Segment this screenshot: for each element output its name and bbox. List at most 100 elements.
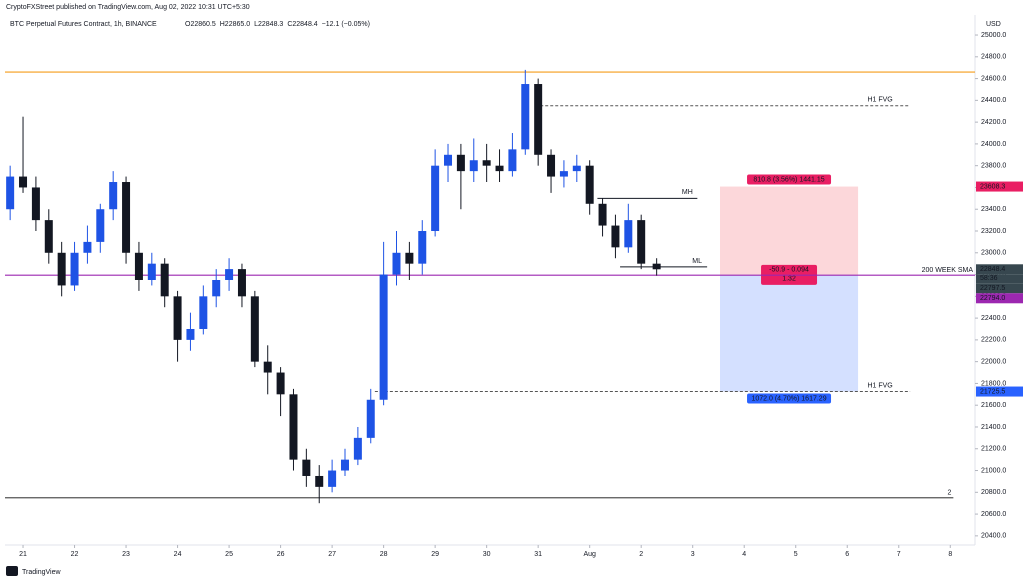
candle-body	[328, 470, 337, 487]
candle-body	[559, 171, 568, 177]
y-tick-label: 21800.0	[981, 380, 1006, 387]
x-tick-label: 26	[277, 551, 285, 558]
logo-icon	[6, 566, 18, 576]
y-tick-label: 21400.0	[981, 424, 1006, 431]
price-tag	[976, 283, 1023, 294]
stop-label-bg	[747, 174, 832, 185]
candle-body	[70, 252, 79, 286]
candle-body	[6, 176, 15, 210]
candle-body	[598, 203, 607, 226]
candle-body	[19, 176, 28, 188]
price-tag-label: 21725.5	[980, 388, 1005, 395]
entry-label: -50.9 - 0.094	[769, 267, 809, 274]
candle-body	[469, 160, 478, 172]
x-tick-label: 6	[845, 551, 849, 558]
y-tick-label: 23200.0	[981, 228, 1006, 235]
x-tick-label: 3	[691, 551, 695, 558]
fvg-label: H1 FVG	[867, 382, 892, 389]
y-tick-label: 24000.0	[981, 141, 1006, 148]
candle-body	[289, 394, 298, 460]
y-tick-label: 24800.0	[981, 54, 1006, 61]
candle-body	[160, 263, 169, 297]
x-tick-label: 24	[174, 551, 182, 558]
candle-body	[444, 154, 453, 166]
candle-body	[392, 252, 401, 275]
x-tick-label: 4	[742, 551, 746, 558]
x-tick-label: 2	[639, 551, 643, 558]
y-tick-label: 23000.0	[981, 250, 1006, 257]
candle-body	[637, 220, 646, 264]
y-tick-label: 24400.0	[981, 97, 1006, 104]
candle-body	[611, 225, 620, 248]
x-tick-label: 22	[71, 551, 79, 558]
ohlc-value: O22860.5	[185, 21, 216, 28]
candle-body	[225, 269, 234, 280]
price-tag	[976, 181, 1023, 192]
candle-body	[585, 165, 594, 204]
currency: USD	[986, 21, 1001, 28]
ohlc-value: L22848.3	[254, 21, 283, 28]
candle-body	[276, 372, 285, 395]
candle-body	[482, 160, 491, 166]
target-label-bg	[747, 393, 832, 404]
candle-body	[250, 296, 259, 362]
x-tick-label: 31	[534, 551, 542, 558]
y-tick-label: 21200.0	[981, 446, 1006, 453]
level-label: 200 WEEK SMA	[922, 267, 974, 274]
candle-body	[302, 459, 311, 476]
chart-title: BTC Perpetual Futures Contract, 1h, BINA…	[10, 21, 157, 28]
x-tick-label: 7	[897, 551, 901, 558]
candle-body	[340, 459, 349, 471]
candle-body	[199, 296, 208, 329]
y-tick-label: 21000.0	[981, 467, 1006, 474]
price-tag	[976, 293, 1023, 304]
y-tick-label: 21600.0	[981, 402, 1006, 409]
timer: 58:36	[980, 275, 998, 282]
candle-body	[495, 165, 504, 172]
candle-body	[173, 296, 182, 340]
published-note: CryptoFXStreet published on TradingView.…	[6, 4, 250, 11]
y-tick-label: 20600.0	[981, 511, 1006, 518]
candle-body	[572, 165, 581, 172]
stop-label: 810.8 (3.56%) 1441.15	[753, 176, 824, 183]
ratio-label: 1.32	[782, 276, 796, 283]
x-tick-label: 30	[483, 551, 491, 558]
candle-body	[31, 187, 40, 221]
candle-body	[366, 399, 375, 438]
price-tag-label: 22848.4	[980, 266, 1005, 273]
candle-body	[405, 252, 414, 264]
candle-body	[379, 274, 388, 400]
candle-body	[353, 437, 362, 460]
candle-body	[624, 220, 633, 248]
y-tick-label: 22400.0	[981, 315, 1006, 322]
timer-bg	[976, 274, 1023, 284]
x-tick-label: 28	[380, 551, 388, 558]
candle-body	[122, 182, 131, 253]
mark-label: MH	[682, 189, 693, 196]
ohlc-value: C22848.4	[287, 21, 317, 28]
candle-body	[96, 209, 105, 242]
price-tag	[976, 264, 1023, 275]
x-tick-label: Aug	[583, 551, 596, 558]
candle-body	[83, 241, 92, 253]
candle-body	[147, 263, 156, 280]
candle-body	[456, 154, 465, 172]
mark-label: ML	[692, 258, 702, 265]
x-tick-label: 25	[225, 551, 233, 558]
candle-body	[315, 475, 324, 487]
y-tick-label: 23400.0	[981, 206, 1006, 213]
candle-body	[431, 165, 440, 232]
price-tag-label: 22794.0	[980, 295, 1005, 302]
logo: TradingView	[22, 569, 61, 576]
candle-body	[109, 182, 118, 210]
x-tick-label: 23	[122, 551, 130, 558]
candle-body	[547, 154, 556, 177]
candle-body	[186, 328, 195, 340]
y-tick-label: 23800.0	[981, 163, 1006, 170]
candle-body	[57, 252, 66, 286]
candle-body	[508, 149, 517, 172]
price-tag	[976, 386, 1023, 397]
y-tick-label: 20400.0	[981, 533, 1006, 540]
